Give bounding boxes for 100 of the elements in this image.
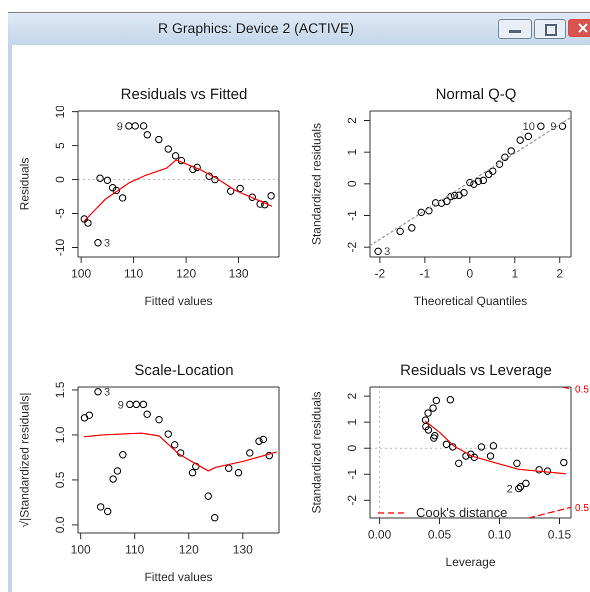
point: [443, 198, 451, 205]
annotation: 0.5: [575, 384, 590, 396]
point: [396, 228, 404, 236]
y-tick-label: 0: [53, 176, 67, 183]
point: [442, 440, 450, 448]
point: [192, 462, 200, 470]
x-tick-label: 0.15: [548, 528, 572, 542]
point: [204, 492, 212, 500]
x-tick-label: 120: [178, 542, 200, 557]
point: [474, 178, 482, 186]
point: [132, 400, 140, 408]
point: [455, 460, 462, 468]
point: [478, 443, 486, 451]
point: [171, 441, 178, 449]
x-tick-label: 100: [71, 266, 92, 281]
point: [460, 189, 468, 196]
x-tick-label: 0: [466, 266, 474, 281]
point: [143, 410, 151, 418]
point: [537, 122, 545, 130]
y-tick-label: 0: [345, 444, 359, 452]
point: [109, 475, 117, 483]
point: [234, 469, 242, 476]
y-tick-label: 1.5: [53, 381, 67, 398]
point: [256, 200, 264, 208]
point: [408, 224, 416, 232]
point: [429, 404, 437, 412]
point: [462, 452, 470, 460]
x-tick-label: 110: [124, 266, 144, 281]
point: [114, 467, 122, 475]
annotation: 9: [550, 121, 556, 134]
point: [449, 443, 456, 451]
chart-title: Scale-Location: [133, 361, 235, 381]
x-axis-title: Fitted values: [144, 570, 213, 584]
point: [132, 122, 139, 130]
y-axis-title: Standardized residuals: [309, 122, 324, 246]
x-tick-label: 0.00: [368, 528, 392, 542]
point: [425, 207, 433, 214]
legend-label: Cook's distance: [416, 505, 508, 520]
point: [227, 187, 234, 195]
point: [104, 176, 112, 184]
point: [260, 436, 268, 444]
point: [246, 449, 254, 457]
y-tick-label: 0.5: [53, 471, 67, 488]
point: [86, 411, 94, 419]
point: [267, 192, 275, 200]
point: [211, 514, 218, 522]
annotation: 0.5: [575, 502, 590, 514]
point: [516, 136, 524, 144]
point: [255, 438, 263, 445]
point: [447, 192, 455, 200]
point: [211, 176, 219, 184]
point: [193, 164, 201, 172]
annotation: 2: [506, 483, 513, 496]
x-tick-label: 130: [232, 542, 254, 557]
x-tick-label: 2: [556, 266, 564, 281]
point: [155, 416, 163, 424]
point: [418, 208, 425, 216]
point: [501, 154, 509, 161]
y-tick-label: -1: [345, 210, 359, 221]
x-tick-label: 1: [511, 266, 518, 281]
point: [374, 248, 382, 255]
x-tick-label: 110: [125, 542, 145, 557]
point: [432, 199, 440, 207]
point: [467, 450, 474, 458]
point: [516, 483, 524, 490]
point: [513, 460, 521, 468]
point: [125, 122, 133, 130]
point: [80, 414, 88, 422]
point: [470, 454, 478, 462]
point: [507, 147, 515, 155]
y-axis-title: Residuals: [17, 158, 32, 210]
point: [446, 396, 454, 404]
point: [104, 508, 112, 516]
point: [155, 136, 163, 144]
point: [84, 219, 92, 227]
x-axis-title: Theoretical Quantiles: [414, 294, 528, 308]
y-tick-label: 0.0: [53, 516, 67, 534]
chart-title: Residuals vs Fitted: [120, 85, 248, 105]
point: [119, 451, 127, 458]
point: [431, 432, 438, 440]
point: [455, 192, 463, 199]
y-axis-title: √|Standardized residuals|: [17, 392, 32, 528]
point: [178, 156, 186, 164]
chart-title: Residuals vs Leverage: [399, 361, 553, 381]
point: [480, 176, 488, 184]
x-axis-title: Fitted values: [144, 294, 213, 308]
point: [164, 145, 172, 153]
point: [424, 409, 432, 417]
point: [430, 434, 438, 442]
chart-title: Normal Q-Q: [434, 85, 518, 105]
point: [80, 215, 88, 223]
x-axis-title: Leverage: [445, 555, 496, 569]
point: [535, 466, 543, 474]
point: [438, 199, 446, 207]
point: [422, 422, 430, 430]
y-tick-label: -5: [53, 208, 67, 219]
point: [126, 400, 134, 408]
point: [140, 122, 148, 130]
y-tick-label: 1: [345, 148, 359, 156]
point: [140, 400, 148, 408]
